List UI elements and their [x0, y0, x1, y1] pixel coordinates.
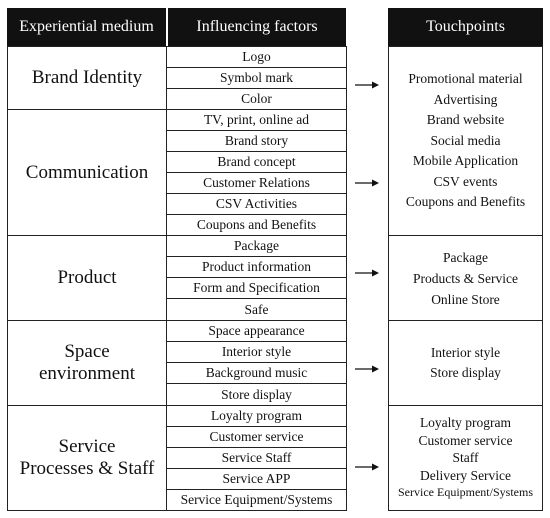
header-touchpoints-label: Touchpoints: [426, 18, 505, 35]
factor-customer-service: Customer service: [166, 426, 347, 448]
factor-loyalty-program: Loyalty program: [166, 405, 347, 427]
factor-label: Service APP: [222, 471, 291, 486]
header-influencing-factors: Influencing factors: [168, 8, 346, 46]
header-touchpoints: Touchpoints: [388, 8, 543, 46]
medium-space-environment: Space environment: [7, 320, 167, 406]
arrow-icon: [355, 269, 379, 277]
factor-label: Symbol mark: [219, 70, 294, 85]
medium-service-processes-staff: Service Processes & Staff: [7, 405, 167, 511]
factor-package: Package: [166, 235, 347, 257]
touchpoints-space-environment: Interior style Store display: [388, 320, 543, 406]
factor-label: Coupons and Benefits: [196, 217, 317, 232]
factor-symbol-mark: Symbol mark: [166, 67, 347, 89]
factor-label: CSV Activities: [215, 196, 298, 211]
header-experiential-medium: Experiential medium: [7, 8, 166, 46]
factor-space-appearance: Space appearance: [166, 320, 347, 342]
touchpoints-service: Loyalty program Customer service Staff D…: [388, 405, 543, 511]
medium-communication-label: Communication: [25, 161, 149, 183]
factor-label: Brand story: [224, 133, 289, 148]
medium-service-line1: Service: [58, 436, 116, 457]
factor-label: Form and Specification: [193, 280, 320, 295]
medium-communication: Communication: [7, 109, 167, 236]
factor-brand-story: Brand story: [166, 130, 347, 152]
factor-label: Package: [234, 238, 279, 253]
medium-product-label: Product: [57, 267, 117, 288]
touchpoint-item: Online Store: [431, 291, 500, 307]
factor-service-staff: Service Staff: [166, 447, 347, 469]
factor-store-display: Store display: [166, 383, 347, 406]
factor-csv-activities: CSV Activities: [166, 193, 347, 215]
touchpoint-item: Loyalty program: [419, 415, 512, 431]
factor-label: Customer Relations: [203, 175, 310, 190]
factor-label: Background music: [205, 365, 308, 380]
touchpoint-item: Advertising: [433, 91, 498, 107]
touchpoint-item: Products & Service: [413, 270, 518, 286]
touchpoint-item: Package: [443, 249, 488, 265]
factor-label: Product information: [201, 259, 312, 274]
factor-label: Service Equipment/Systems: [180, 492, 333, 507]
factor-brand-concept: Brand concept: [166, 151, 347, 173]
arrow-icon: [355, 365, 379, 373]
arrow-icon: [355, 463, 379, 471]
factor-label: Space appearance: [208, 323, 305, 338]
factor-service-app: Service APP: [166, 468, 347, 490]
factor-customer-relations: Customer Relations: [166, 172, 347, 194]
factor-label: Safe: [244, 301, 269, 317]
factor-product-information: Product information: [166, 256, 347, 278]
factor-form-specification: Form and Specification: [166, 277, 347, 299]
arrow-icon: [355, 81, 379, 89]
touchpoint-item: Store display: [430, 365, 501, 380]
touchpoint-item: Interior style: [430, 345, 501, 360]
touchpoint-item: Mobile Application: [412, 153, 519, 169]
factor-label: Service Staff: [221, 450, 292, 465]
touchpoint-item: CSV events: [433, 173, 498, 189]
touchpoint-item: Delivery Service: [419, 467, 512, 483]
factor-color: Color: [166, 88, 347, 110]
factor-coupons-benefits: Coupons and Benefits: [166, 214, 347, 236]
touchpoints-brand-communication: Promotional material Advertising Brand w…: [388, 46, 543, 236]
header-influencing-factors-label: Influencing factors: [196, 18, 318, 35]
medium-space-environment-line1: Space: [64, 341, 110, 362]
factor-tv-print-online-ad: TV, print, online ad: [166, 109, 347, 131]
medium-brand-identity: Brand Identity: [7, 46, 167, 110]
factor-service-equipment: Service Equipment/Systems: [166, 489, 347, 511]
factor-interior-style: Interior style: [166, 341, 347, 363]
touchpoint-item: Brand website: [426, 112, 505, 128]
factor-label: Interior style: [221, 344, 292, 359]
factor-label: Customer service: [209, 429, 304, 444]
touchpoint-item: Promotional material: [408, 71, 523, 87]
touchpoint-item: Service Equipment/Systems: [398, 485, 533, 500]
touchpoint-item: Staff: [452, 450, 479, 466]
factor-label: Logo: [242, 49, 271, 64]
header-experiential-medium-label: Experiential medium: [19, 18, 154, 35]
factor-background-music: Background music: [166, 362, 347, 384]
medium-space-environment-line2: environment: [38, 363, 136, 384]
factor-label: Brand concept: [217, 154, 296, 169]
factor-label: Loyalty program: [210, 408, 303, 423]
touchpoint-item: Coupons and Benefits: [405, 194, 526, 210]
touchpoint-item: Social media: [430, 132, 501, 148]
touchpoints-product: Package Products & Service Online Store: [388, 235, 543, 321]
factor-label: Color: [241, 91, 272, 106]
factor-safe: Safe: [166, 298, 347, 321]
factor-label: Store display: [221, 386, 292, 402]
touchpoint-item: Customer service: [418, 432, 513, 448]
factor-logo: Logo: [166, 46, 347, 68]
medium-service-line2: Processes & Staff: [19, 458, 155, 479]
medium-brand-identity-label: Brand Identity: [31, 67, 143, 88]
arrow-icon: [355, 179, 379, 187]
factor-label: TV, print, online ad: [203, 112, 310, 127]
medium-product: Product: [7, 235, 167, 321]
